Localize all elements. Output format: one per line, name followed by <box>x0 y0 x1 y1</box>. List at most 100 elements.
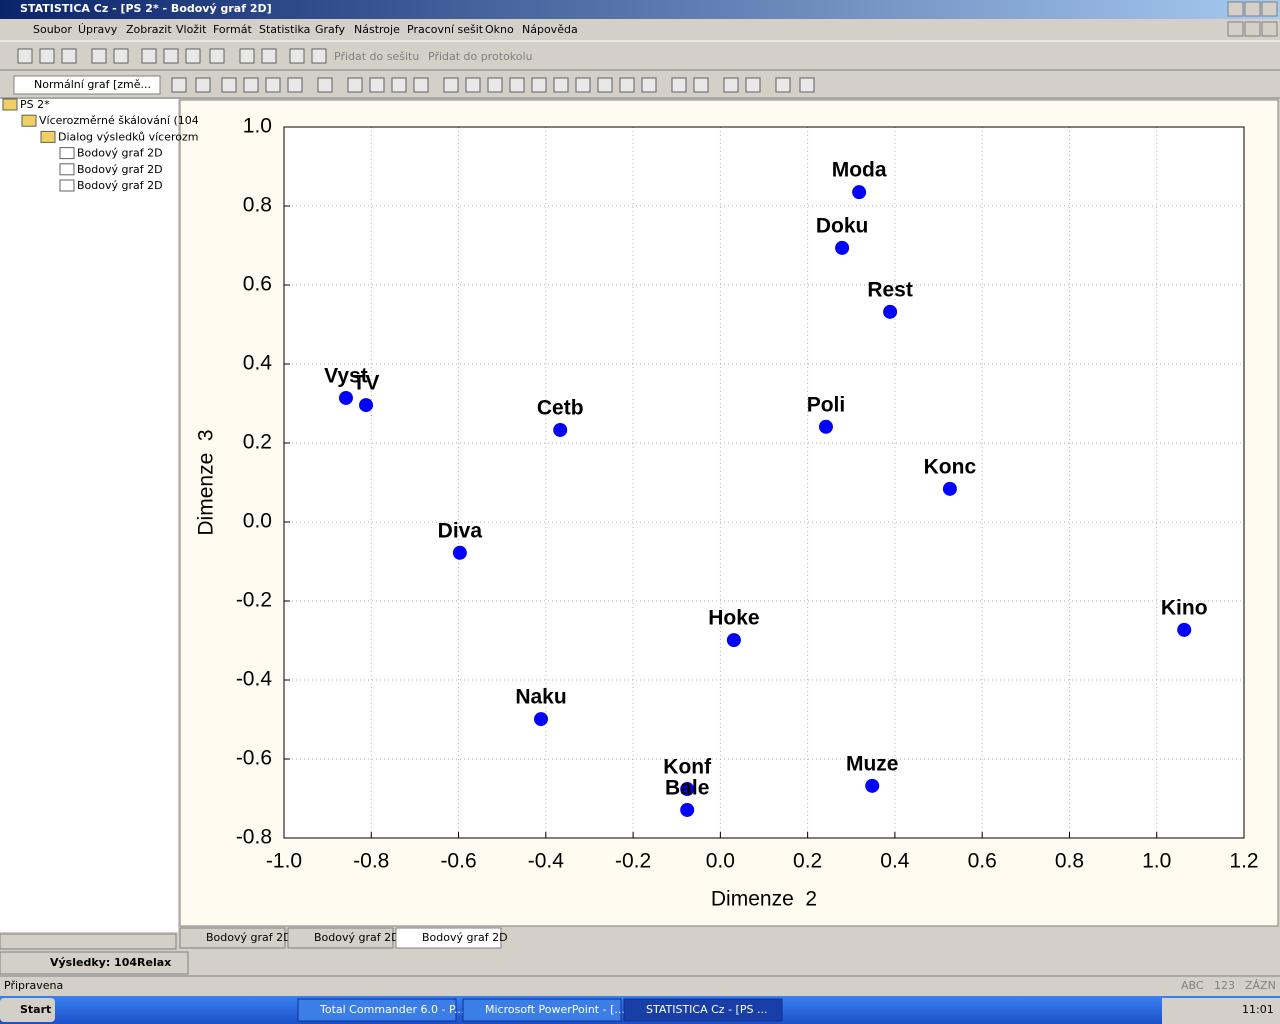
point-label: Vyst <box>324 365 368 388</box>
point <box>680 802 695 817</box>
y-tick-label: 0.2 <box>243 431 272 454</box>
menu-item[interactable]: Statistika <box>259 23 310 36</box>
tree-item[interactable]: Vícerozměrné škálování (104 <box>39 114 199 127</box>
tab[interactable] <box>395 927 502 949</box>
point-label: Rest <box>867 278 913 301</box>
tree-panel <box>0 99 178 932</box>
tree-icon[interactable] <box>2 98 18 111</box>
point <box>452 545 467 560</box>
y-tick-label: 1.0 <box>243 115 272 138</box>
start-label[interactable]: Start <box>20 1003 51 1016</box>
point <box>553 422 568 437</box>
tree-icon[interactable] <box>59 147 75 160</box>
tab-label[interactable]: Bodový graf 2D <box>314 931 400 944</box>
tree-item[interactable]: Bodový graf 2D <box>77 147 163 160</box>
task-button[interactable] <box>297 998 457 1022</box>
toolbar-icons[interactable] <box>17 48 815 93</box>
scrollbar[interactable] <box>0 933 177 950</box>
results-bar[interactable] <box>0 951 189 975</box>
point <box>835 240 850 255</box>
point-label: Muze <box>846 752 899 775</box>
status-indicator: ZÁZN <box>1245 979 1276 992</box>
menu-item[interactable]: Okno <box>485 23 514 36</box>
add-workbook[interactable]: Přidat do sešitu <box>334 50 419 63</box>
menu-item[interactable]: Zobrazit <box>126 23 172 36</box>
x-tick-label: -0.2 <box>615 850 651 873</box>
point <box>852 185 867 200</box>
graph-type[interactable]: Normální graf [změ... <box>34 78 151 91</box>
point-label: Konc <box>924 455 977 478</box>
x-tick-label: 0.2 <box>793 850 822 873</box>
point <box>865 778 880 793</box>
x-tick-label: -0.8 <box>353 850 389 873</box>
menu-item[interactable]: Soubor <box>33 23 72 36</box>
point-label: Naku <box>515 686 566 709</box>
x-tick-label: 0.6 <box>968 850 997 873</box>
y-axis-label: Dimenze 3 <box>195 429 218 535</box>
task-button[interactable] <box>623 998 783 1022</box>
y-tick-label: -0.6 <box>236 747 272 770</box>
task-label[interactable]: Total Commander 6.0 - P... <box>319 1003 464 1016</box>
y-tick-label: 0.4 <box>243 352 273 375</box>
point-label: Moda <box>832 159 887 182</box>
menu-item[interactable]: Pracovní sešit <box>407 23 484 36</box>
point-label: Diva <box>438 519 483 542</box>
status-indicator: 123 <box>1214 979 1235 992</box>
point <box>883 304 898 319</box>
task-button[interactable] <box>462 998 622 1022</box>
x-axis-label: Dimenze 2 <box>711 888 817 911</box>
menu-item[interactable]: Nápověda <box>522 23 578 36</box>
clock: 11:01 <box>1242 1003 1274 1016</box>
results-label[interactable]: Výsledky: 104Relax <box>50 956 171 969</box>
menu-item[interactable]: Formát <box>213 23 252 36</box>
menu-item[interactable]: Úpravy <box>78 23 118 36</box>
tab[interactable] <box>287 927 394 949</box>
tree-item[interactable]: Bodový graf 2D <box>77 163 163 176</box>
menu-item[interactable]: Nástroje <box>354 23 400 36</box>
point <box>338 390 353 405</box>
tree-icon[interactable] <box>21 114 37 127</box>
x-tick-label: 0.4 <box>880 850 910 873</box>
task-label[interactable]: STATISTICA Cz - [PS ... <box>646 1003 767 1016</box>
start-button[interactable] <box>0 998 55 1022</box>
x-tick-label: 0.0 <box>706 850 735 873</box>
x-tick-label: -1.0 <box>266 850 302 873</box>
tree-icon[interactable] <box>59 179 75 192</box>
point <box>534 712 549 727</box>
x-tick-label: 1.0 <box>1142 850 1171 873</box>
point-label: Kino <box>1161 596 1208 619</box>
tab-label[interactable]: Bodový graf 2D <box>422 931 508 944</box>
y-tick-label: -0.4 <box>236 668 273 691</box>
menu-item[interactable]: Vložit <box>176 23 207 36</box>
tree-item[interactable]: PS 2* <box>20 98 50 111</box>
x-tick-label: -0.4 <box>528 850 565 873</box>
tree-icon[interactable] <box>59 163 75 176</box>
point <box>680 782 695 797</box>
tree-item[interactable]: Bodový graf 2D <box>77 179 163 192</box>
add-report[interactable]: Přidat do protokolu <box>428 50 533 63</box>
tree-icon[interactable] <box>40 130 56 143</box>
status-indicator: ABC <box>1181 979 1204 992</box>
title-bar <box>0 0 1280 19</box>
point-label: Doku <box>816 214 869 237</box>
point-label: Konf <box>663 756 712 779</box>
tab-label[interactable]: Bodový graf 2D <box>206 931 292 944</box>
y-tick-label: -0.8 <box>236 826 272 849</box>
point <box>359 398 374 413</box>
point-label: Cetb <box>537 397 584 420</box>
window-title: STATISTICA Cz - [PS 2* - Bodový graf 2D] <box>20 2 272 15</box>
menu-item[interactable]: Grafy <box>315 23 345 36</box>
graph-type-combo[interactable] <box>13 75 161 95</box>
plot-area <box>284 127 1244 838</box>
x-tick-label: -0.6 <box>440 850 476 873</box>
y-tick-label: 0.6 <box>243 273 272 296</box>
point-label: Hoke <box>708 607 759 630</box>
window-controls[interactable] <box>1227 1 1278 37</box>
tab[interactable] <box>179 927 286 949</box>
point <box>726 633 741 648</box>
x-tick-label: 1.2 <box>1229 850 1258 873</box>
status-text: Připravena <box>4 979 63 992</box>
task-label[interactable]: Microsoft PowerPoint - [... <box>485 1003 625 1016</box>
tree-item[interactable]: Dialog výsledků vícerozm <box>58 130 198 143</box>
